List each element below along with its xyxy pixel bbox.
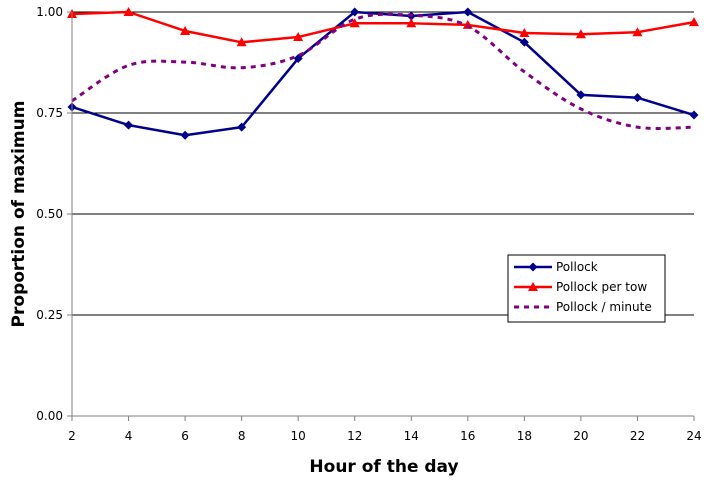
x-tick-label: 4 (125, 429, 133, 443)
x-tick-label: 2 (68, 429, 76, 443)
legend-marker (528, 262, 538, 272)
x-tick-label: 24 (686, 429, 701, 443)
x-axis-title: Hour of the day (309, 457, 458, 477)
data-point (350, 7, 360, 17)
data-point (689, 110, 699, 120)
series-pollock-per-tow (67, 7, 699, 47)
data-point (689, 17, 699, 27)
data-point (293, 32, 304, 42)
legend-marker (528, 282, 538, 291)
legend-item: Pollock / minute (514, 300, 652, 314)
y-tick-label: 0.25 (36, 308, 63, 322)
legend-label: Pollock (556, 260, 598, 274)
data-point (349, 18, 360, 28)
data-point (576, 90, 586, 100)
y-tick-label: 1.00 (36, 5, 63, 19)
legend-label: Pollock per tow (556, 280, 647, 294)
data-point (180, 25, 191, 35)
data-point (236, 37, 247, 47)
series-pollock-minute (71, 12, 695, 130)
data-point (124, 120, 134, 130)
legend-label: Pollock / minute (556, 300, 652, 314)
x-tick-label: 20 (573, 429, 588, 443)
x-tick-label: 18 (517, 429, 532, 443)
series-line (71, 10, 695, 137)
series-line (71, 10, 695, 44)
ticks-layer: 0.000.250.500.751.002 4 6 8 10 12 14 16 18 20 22 24 (36, 5, 701, 443)
legend-items: Pollock Pollock per tow Pollock / minute (514, 260, 652, 314)
data-point (237, 122, 247, 132)
series-layer (67, 7, 699, 140)
y-axis-title: Proportion of maximum (9, 101, 29, 328)
x-tick-label: 10 (291, 429, 306, 443)
data-point (519, 28, 530, 38)
x-tick-label: 6 (181, 429, 189, 443)
x-tick-label: 8 (238, 429, 246, 443)
x-tick-label: 12 (347, 429, 362, 443)
data-point (632, 27, 643, 37)
data-point (180, 130, 190, 140)
data-point (632, 93, 642, 103)
y-tick-label: 0.75 (36, 106, 63, 120)
series-pollock (67, 7, 699, 140)
data-point (123, 7, 134, 16)
x-tick-label: 22 (630, 429, 645, 443)
x-tick-label: 14 (404, 429, 419, 443)
legend-item: Pollock (514, 260, 598, 274)
legend-item: Pollock per tow (514, 280, 647, 294)
x-tick-label: 16 (460, 429, 475, 443)
legend: Pollock Pollock per tow Pollock / minute (507, 254, 666, 323)
data-point (406, 18, 417, 28)
data-point (575, 29, 586, 39)
series-line (71, 12, 695, 130)
data-point (519, 37, 529, 47)
data-point (463, 7, 473, 17)
y-tick-label: 0.00 (36, 409, 63, 423)
y-tick-label: 0.50 (36, 207, 63, 221)
